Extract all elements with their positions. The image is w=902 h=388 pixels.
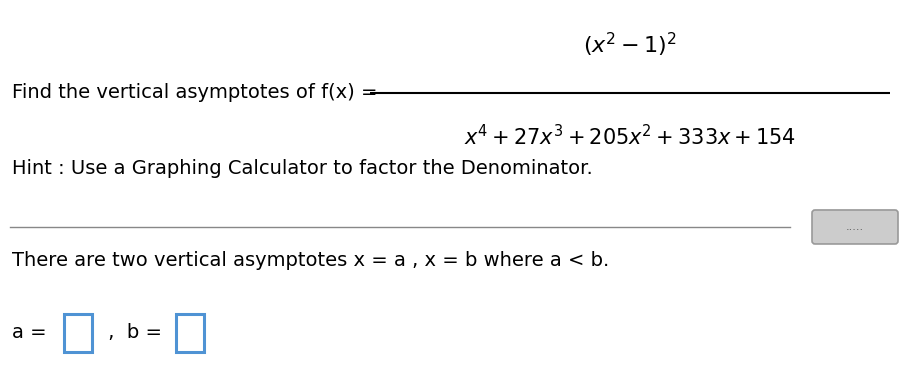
FancyBboxPatch shape [64,314,92,352]
Text: ,  b =: , b = [102,324,169,343]
Text: $(x^2 - 1)^2$: $(x^2 - 1)^2$ [583,31,677,59]
Text: Find the vertical asymptotes of f(x) =: Find the vertical asymptotes of f(x) = [12,83,383,102]
Text: .....: ..... [846,222,864,232]
Text: a =: a = [12,324,53,343]
Text: $x^4 + 27x^3 + 205x^2 + 333x + 154$: $x^4 + 27x^3 + 205x^2 + 333x + 154$ [464,125,796,150]
FancyBboxPatch shape [176,314,204,352]
Text: There are two vertical asymptotes x = a , x = b where a < b.: There are two vertical asymptotes x = a … [12,251,609,270]
FancyBboxPatch shape [812,210,898,244]
Text: Hint : Use a Graphing Calculator to factor the Denominator.: Hint : Use a Graphing Calculator to fact… [12,159,593,177]
